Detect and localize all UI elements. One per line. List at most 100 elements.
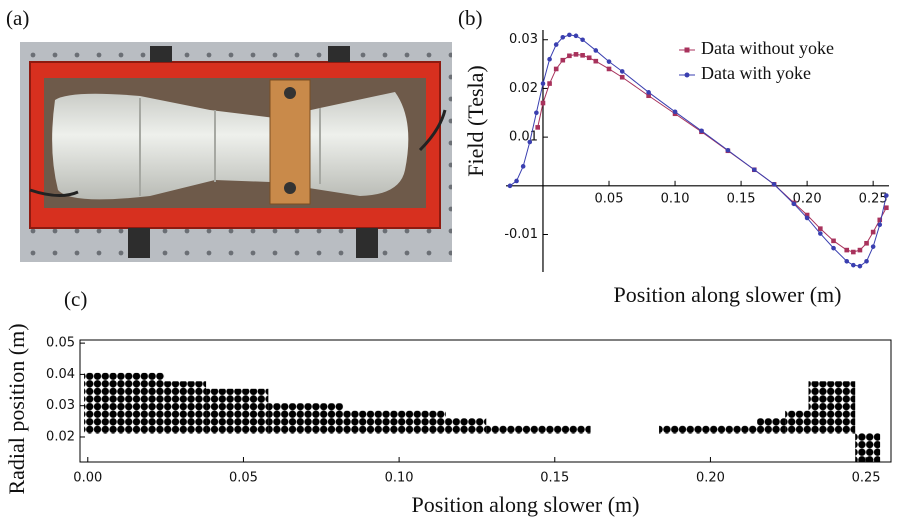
legend-marker (684, 47, 690, 53)
point (573, 33, 579, 39)
point (851, 249, 856, 255)
y-axis-label: Field (Tesla) (463, 65, 488, 176)
x-tick-label: 0.10 (661, 191, 690, 206)
photo (20, 42, 452, 262)
dot-block (445, 418, 487, 434)
point (818, 226, 823, 231)
point (844, 247, 850, 253)
point (751, 167, 757, 173)
point (864, 258, 869, 264)
point (791, 201, 797, 207)
dot-block (206, 388, 269, 434)
x-tick-label: 0.00 (73, 471, 102, 486)
point (877, 222, 883, 228)
x-tick-label: 0.05 (229, 471, 258, 486)
point (831, 238, 836, 244)
point (540, 81, 546, 86)
point (553, 66, 559, 72)
dot-block (808, 381, 856, 434)
point (520, 164, 526, 169)
point (870, 244, 876, 249)
y-tick-label: 0.01 (509, 130, 538, 145)
x-tick-label: 0.25 (859, 191, 888, 206)
dot-block (84, 372, 165, 434)
point (534, 110, 539, 116)
dot-block (164, 381, 207, 434)
dot-block (268, 403, 344, 434)
y-tick-label: 0.02 (46, 429, 75, 444)
point (864, 240, 869, 246)
panel-label: (b) (458, 6, 483, 30)
point (547, 81, 552, 86)
point (619, 69, 625, 74)
point (567, 32, 572, 38)
dot-block (855, 433, 881, 462)
point (857, 263, 863, 269)
point (725, 147, 731, 153)
series-line (537, 53, 887, 253)
point (844, 258, 850, 264)
point (831, 245, 836, 251)
point (553, 42, 559, 47)
point (580, 37, 585, 43)
point (699, 128, 704, 134)
point (818, 231, 823, 236)
x-tick-label: 0.15 (540, 471, 569, 486)
x-axis-label: Position along slower (m) (614, 282, 842, 307)
point (619, 74, 625, 80)
x-axis-label: Position along slower (m) (412, 492, 640, 517)
point (586, 55, 592, 61)
point (646, 93, 651, 99)
x-tick-label: 0.15 (727, 191, 756, 206)
y-tick-label: 0.05 (46, 336, 75, 351)
point (804, 212, 810, 218)
point (606, 59, 612, 64)
point (646, 90, 651, 95)
point (535, 125, 540, 130)
legend-marker (684, 72, 690, 78)
point (560, 35, 566, 40)
point (560, 57, 566, 63)
dot-block (785, 410, 809, 434)
dot-block (486, 425, 591, 434)
dot-block (659, 425, 758, 434)
point (580, 53, 585, 58)
y-tick-label: -0.01 (504, 227, 538, 242)
panel-label: (c) (64, 287, 87, 311)
point (606, 66, 612, 72)
x-tick-label: 0.20 (793, 191, 822, 206)
point (573, 52, 579, 57)
y-tick-label: 0.04 (46, 367, 75, 382)
point (884, 193, 889, 198)
point (771, 182, 777, 187)
x-tick-label: 0.10 (385, 471, 414, 486)
plot-frame (79, 339, 892, 463)
x-tick-label: 0.25 (852, 471, 881, 486)
point (514, 178, 519, 184)
legend-label: Data without yoke (701, 38, 834, 58)
y-tick-label: 0.03 (46, 398, 75, 413)
dot-block (343, 410, 446, 434)
point (507, 183, 513, 189)
point (851, 262, 856, 268)
series-line (509, 34, 887, 267)
point (804, 215, 810, 221)
x-tick-label: 0.05 (595, 191, 624, 206)
point (672, 109, 678, 115)
point (593, 58, 599, 64)
point (540, 100, 546, 106)
point (527, 139, 533, 145)
y-axis-label: Radial position (m) (4, 323, 29, 494)
y-tick-label: 0.02 (509, 81, 538, 96)
x-tick-label: 0.20 (696, 471, 725, 486)
dot-block (757, 418, 786, 434)
point (567, 53, 572, 59)
legend-label: Data with yoke (701, 63, 811, 83)
panel-label: (a) (6, 6, 29, 30)
point (593, 48, 599, 53)
point (857, 247, 863, 253)
point (870, 229, 876, 235)
point (884, 205, 889, 211)
point (877, 217, 883, 223)
